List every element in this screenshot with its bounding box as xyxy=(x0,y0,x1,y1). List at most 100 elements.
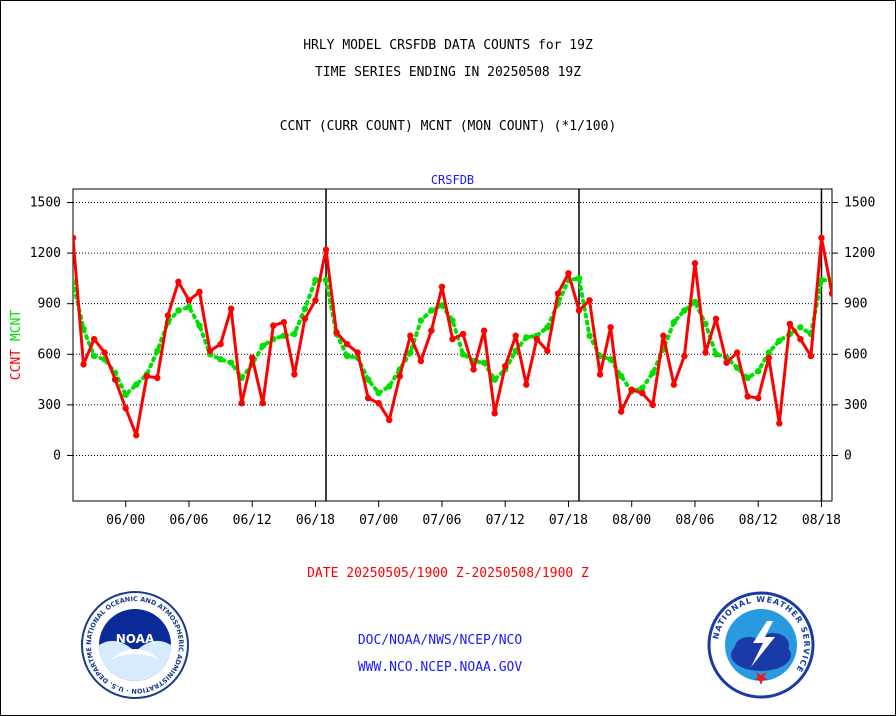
ccnt-point xyxy=(364,394,372,402)
mcnt-point xyxy=(575,275,583,282)
ccnt-point xyxy=(660,332,667,339)
y-tick-label-right: 1200 xyxy=(844,246,875,261)
ccnt-point xyxy=(196,288,203,296)
ccnt-point xyxy=(438,283,446,291)
y-tick-label-left: 1200 xyxy=(30,246,61,261)
ccnt-point xyxy=(111,376,119,383)
ccnt-point xyxy=(227,305,235,312)
mcnt-point xyxy=(733,364,741,371)
mcnt-point xyxy=(797,324,804,331)
y-axis-label-mcnt: MCNT xyxy=(9,310,24,341)
ccnt-point xyxy=(407,332,414,339)
mcnt-point xyxy=(755,367,762,375)
ccnt-point xyxy=(723,359,730,366)
mcnt-point xyxy=(322,276,330,284)
chart-subtitle: CCNT (CURR COUNT) MCNT (MON COUNT) (*1/1… xyxy=(279,119,617,134)
mcnt-point xyxy=(90,352,98,360)
ccnt-point xyxy=(765,354,772,361)
mcnt-point xyxy=(227,359,235,366)
y-tick-label-left: 1500 xyxy=(30,195,61,210)
mcnt-point xyxy=(291,330,298,338)
ccnt-point xyxy=(417,357,425,365)
mcnt-point xyxy=(301,305,309,312)
y-tick-label-left: 300 xyxy=(38,398,61,413)
ccnt-point xyxy=(554,290,562,297)
x-tick-label: 07/12 xyxy=(486,513,525,528)
ccnt-point xyxy=(73,234,77,242)
ccnt-point xyxy=(828,290,832,297)
ccnt-point xyxy=(586,297,593,304)
mcnt-point xyxy=(417,317,425,324)
ccnt-point xyxy=(575,307,583,314)
ccnt-series xyxy=(73,234,832,439)
ccnt-point xyxy=(565,270,572,277)
ccnt-point xyxy=(512,332,519,339)
ccnt-point xyxy=(470,366,477,373)
ccnt-point xyxy=(175,278,182,285)
x-tick-label: 07/00 xyxy=(359,513,398,528)
ccnt-point xyxy=(101,349,108,356)
website-link[interactable]: WWW.NCO.NCEP.NOAA.GOV xyxy=(357,660,523,675)
ccnt-point xyxy=(396,373,403,380)
mcnt-point xyxy=(343,352,351,360)
ccnt-point xyxy=(502,362,509,370)
chart-title-line1: HRLY MODEL CRSFDB DATA COUNTS for 19Z xyxy=(303,38,593,53)
ccnt-point xyxy=(217,340,224,348)
mcnt-point xyxy=(375,389,382,397)
x-tick-label: 08/00 xyxy=(612,513,651,528)
ccnt-point xyxy=(238,399,245,407)
ccnt-point xyxy=(596,371,604,378)
y-axis-label-ccnt: CCNT xyxy=(9,349,24,380)
plot-area-border xyxy=(72,188,833,502)
mcnt-point xyxy=(259,342,266,350)
ccnt-point xyxy=(375,399,382,407)
ccnt-point xyxy=(90,335,98,343)
ccnt-point xyxy=(818,234,825,242)
ccnt-point xyxy=(755,394,762,402)
ccnt-point xyxy=(312,297,319,304)
nws-logo: NATIONAL WEATHER SERVICE xyxy=(707,591,815,699)
ccnt-point xyxy=(133,432,140,439)
mcnt-point xyxy=(607,356,614,363)
mcnt-point xyxy=(480,359,488,366)
ccnt-point xyxy=(449,335,456,343)
mcnt-point xyxy=(364,376,372,383)
mcnt-point xyxy=(491,376,498,383)
y-tick-label-right: 600 xyxy=(844,347,867,362)
mcnt-point xyxy=(712,351,720,358)
x-tick-label: 06/12 xyxy=(233,513,272,528)
ccnt-point xyxy=(143,373,150,380)
ccnt-point xyxy=(322,246,330,253)
ccnt-point xyxy=(681,352,688,360)
ccnt-point xyxy=(259,399,266,407)
ccnt-point xyxy=(459,330,467,338)
ccnt-point xyxy=(628,386,635,393)
ccnt-point xyxy=(786,320,794,328)
ccnt-point xyxy=(691,260,699,267)
ccnt-point xyxy=(343,340,351,348)
ccnt-point xyxy=(480,327,488,334)
y-tick-label-left: 600 xyxy=(38,347,61,362)
mcnt-point xyxy=(765,349,772,356)
ccnt-point xyxy=(270,322,277,329)
mcnt-point xyxy=(428,307,435,314)
x-tick-label: 06/18 xyxy=(296,513,335,528)
y-tick-label-right: 300 xyxy=(844,398,867,413)
x-tick-label: 08/18 xyxy=(802,513,841,528)
mcnt-point xyxy=(744,374,751,382)
x-tick-label: 06/00 xyxy=(106,513,145,528)
ccnt-point xyxy=(185,297,193,304)
mcnt-point xyxy=(133,381,140,388)
ccnt-point xyxy=(249,354,256,361)
ccnt-point xyxy=(80,361,87,368)
mcnt-point xyxy=(217,356,224,363)
ccnt-point xyxy=(649,401,656,409)
y-axis-label: CCNT MCNT xyxy=(9,310,24,381)
mcnt-point xyxy=(639,384,646,392)
ccnt-point xyxy=(702,349,709,356)
org-link[interactable]: DOC/NOAA/NWS/NCEP/NCO xyxy=(357,633,523,648)
ccnt-point xyxy=(301,315,309,323)
ccnt-point xyxy=(639,389,646,397)
mcnt-point xyxy=(544,324,551,331)
